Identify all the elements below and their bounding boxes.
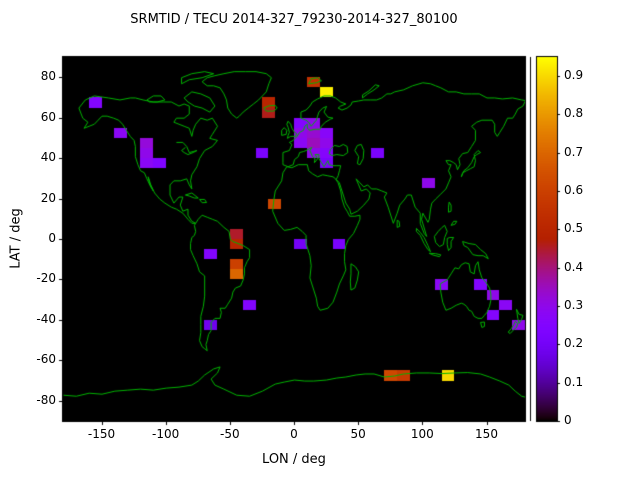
y-tick-label: -80: [36, 392, 56, 407]
colorbar-tick-label: 0.3: [564, 298, 584, 313]
y-tick-label: -20: [36, 271, 56, 286]
x-tick-label: -100: [152, 427, 180, 441]
colorbar-tick-label: 0.7: [564, 144, 584, 159]
y-tick-label: 40: [40, 150, 56, 165]
x-tick-label: -150: [87, 427, 116, 441]
chart-title: SRMTID / TECU 2014-327_79230-2014-327_80…: [130, 12, 458, 27]
colorbar-tick-label: 0.6: [564, 183, 584, 198]
colorbar-tick-label: 0.5: [564, 221, 584, 236]
x-tick-label: 100: [410, 427, 434, 441]
colorbar-tick-label: 0.4: [564, 259, 584, 274]
y-tick-label: -40: [36, 311, 56, 326]
colorbar-tick-label: 0.9: [564, 68, 584, 83]
x-tick-label: 50: [350, 427, 366, 441]
y-tick-label: -60: [36, 352, 56, 367]
x-tick-label: 150: [475, 427, 498, 441]
colorbar-tick-label: 0.8: [564, 106, 584, 121]
y-tick-label: 60: [40, 109, 56, 124]
colorbar-tick-label: 0.1: [564, 374, 584, 389]
y-tick-label: 20: [40, 190, 56, 205]
x-tick-label: -50: [220, 427, 240, 441]
colorbar-tick-label: 0.2: [564, 336, 584, 351]
y-tick-label: 80: [40, 69, 56, 84]
x-tick-label: 0: [290, 427, 298, 441]
colorbar-tick-label: 0: [564, 413, 572, 427]
x-axis-label: LON / deg: [262, 452, 326, 467]
y-tick-label: 0: [48, 231, 56, 245]
